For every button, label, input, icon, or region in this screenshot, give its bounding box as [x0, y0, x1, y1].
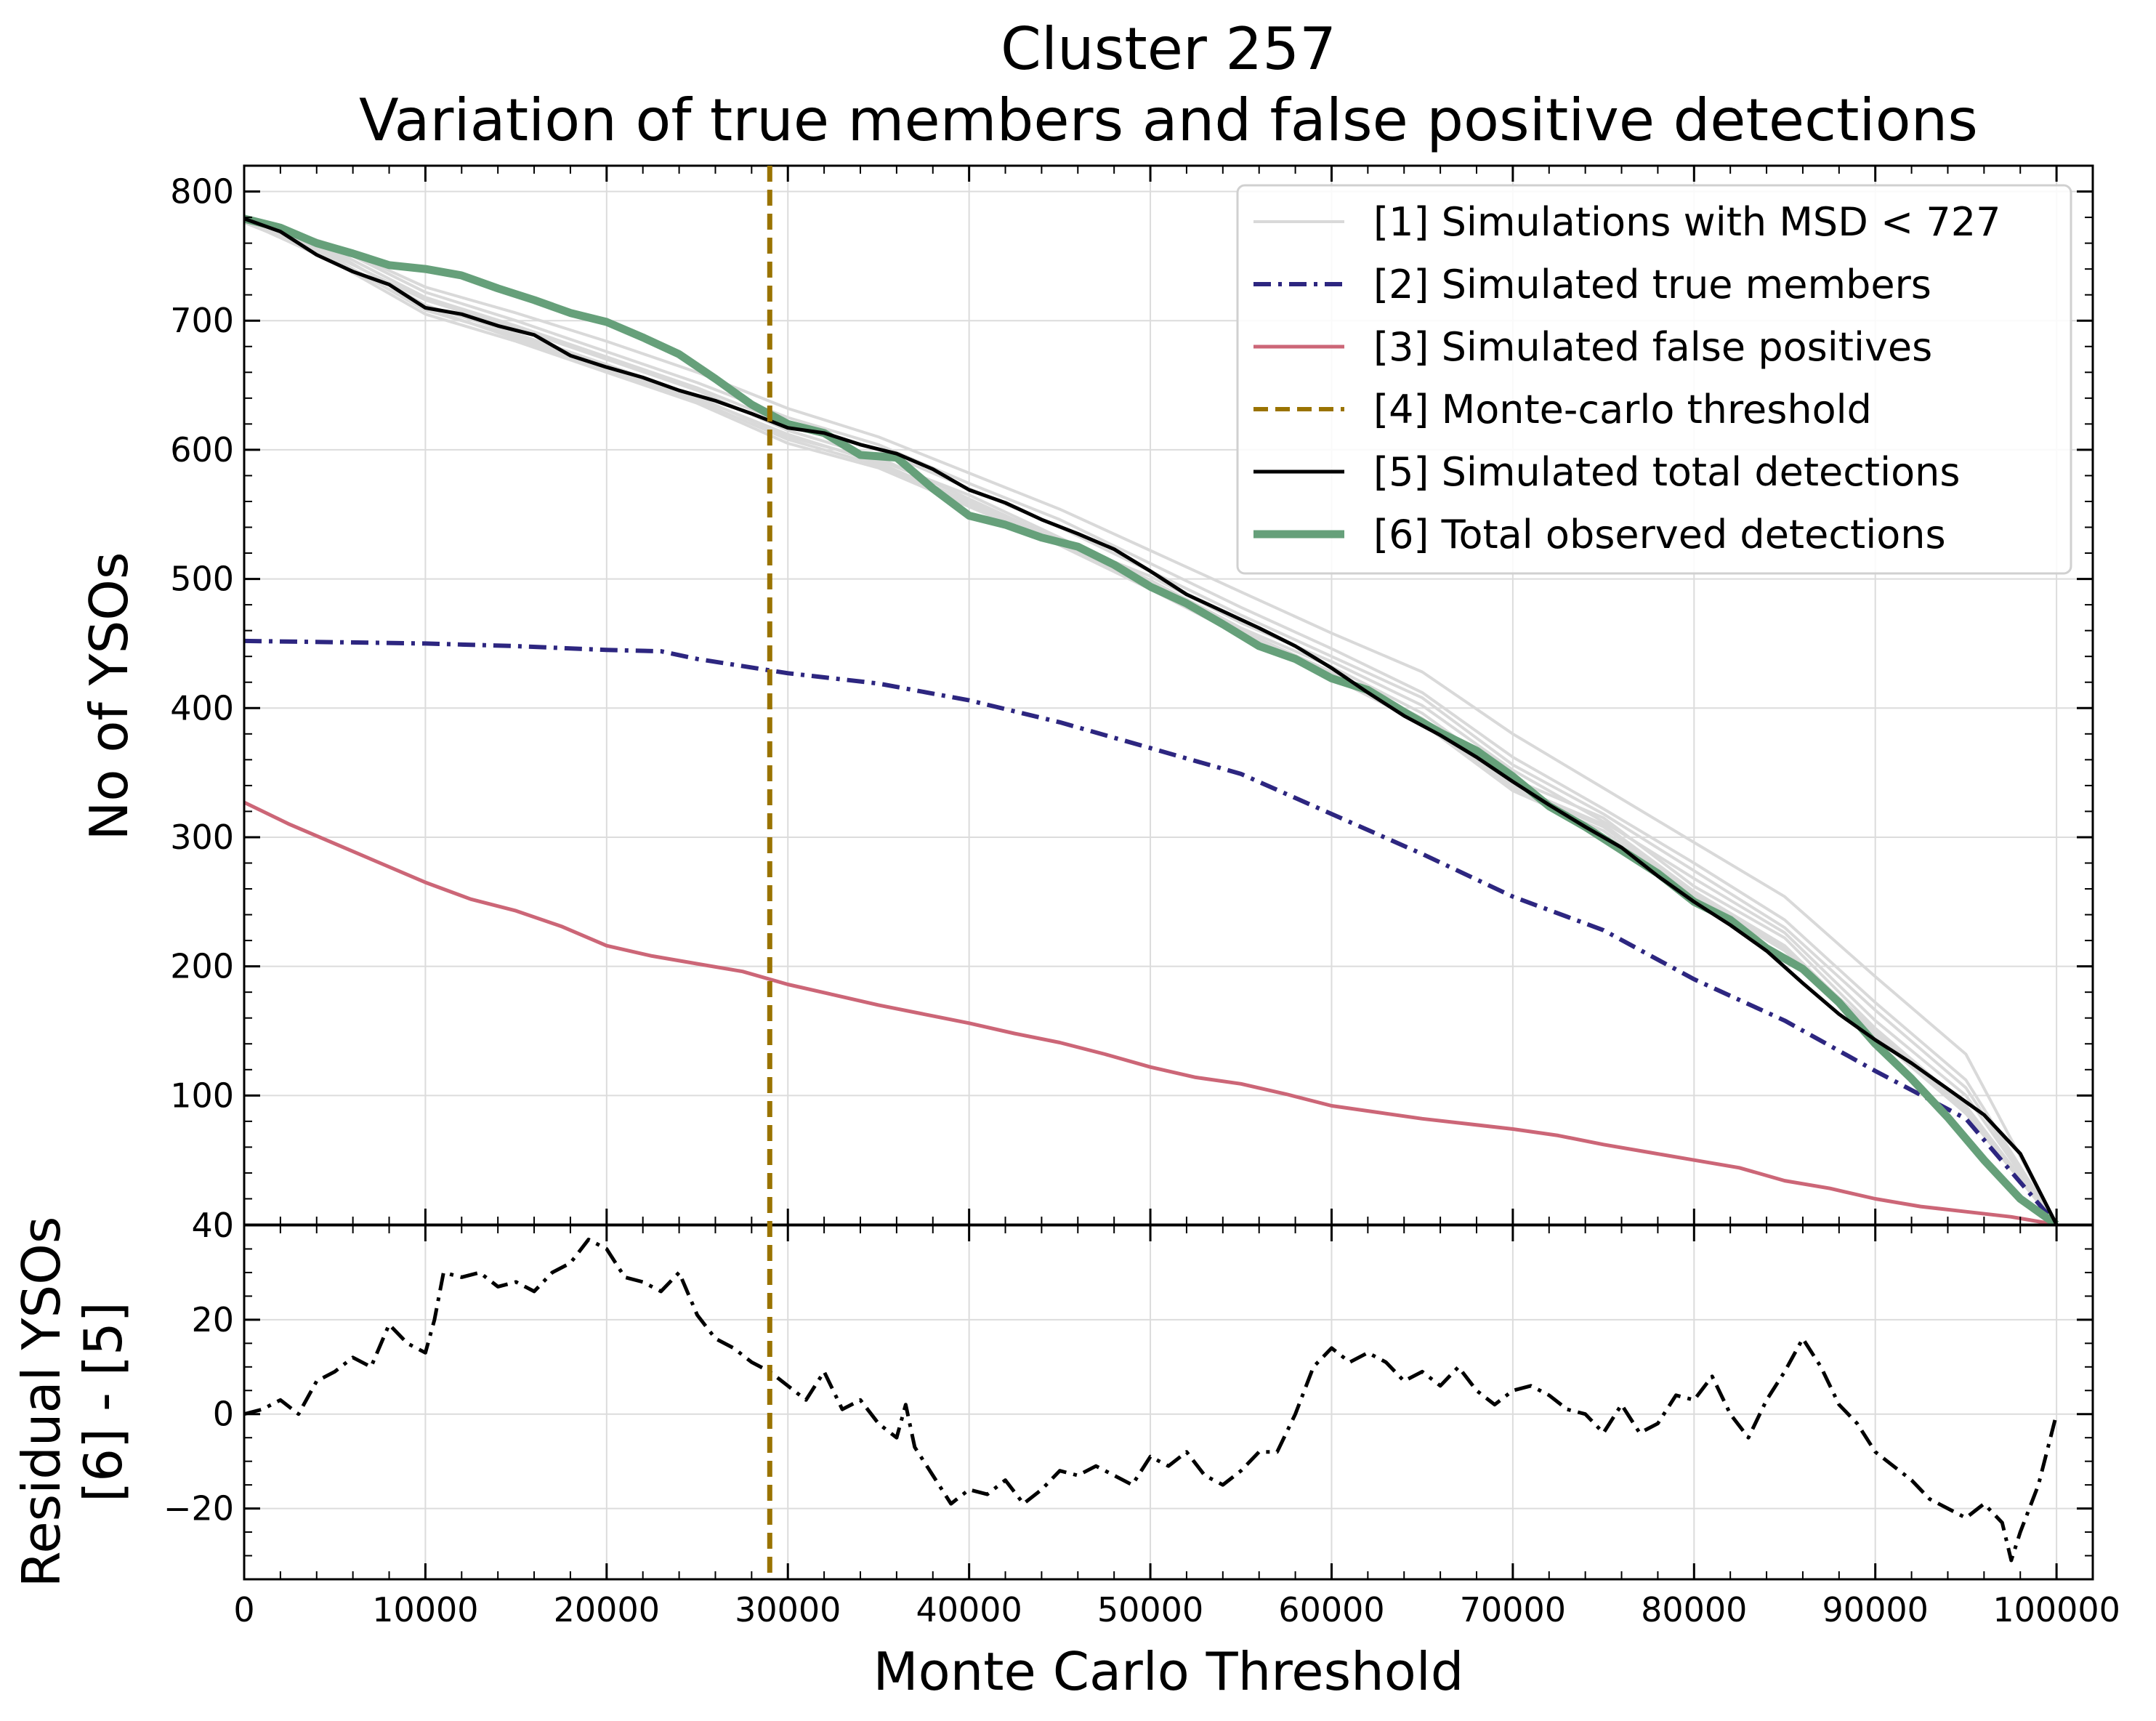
legend-label-1: [1] Simulations with MSD < 727 — [1373, 199, 2000, 245]
simulation-line-5 — [244, 218, 2058, 1225]
true-members-line — [244, 638, 2059, 1225]
y-tick-label: 400 — [170, 688, 234, 728]
legend-frame — [1236, 184, 2072, 575]
false-positives-line — [244, 800, 2057, 1225]
simulation-line-4 — [244, 216, 2058, 1225]
main-plot: 100 200 300 400 500 600 700 800 No of YSOs — [78, 164, 2094, 1226]
legend-label-5: [5] Simulated total detections — [1373, 449, 1961, 495]
residual-y-tick-labels: −20 0 20 40 — [163, 1206, 234, 1528]
y-tick-label: 700 — [170, 301, 234, 340]
legend-label-4: [4] Monte-carlo threshold — [1373, 387, 1872, 432]
main-y-tick-labels: 100 200 300 400 500 600 700 800 — [170, 172, 234, 1116]
y-tick-label: 500 — [170, 560, 234, 599]
x-tick-label: 30000 — [735, 1590, 841, 1629]
y-tick-label: 40 — [191, 1206, 234, 1245]
x-tick-labels: 0 10000 20000 30000 40000 50000 60000 70000 8000… — [233, 1590, 2120, 1629]
y-tick-label: 800 — [170, 172, 234, 211]
residual-y-axis-label-line2: [6] - [5] — [73, 1302, 134, 1502]
x-tick-label: 50000 — [1097, 1590, 1203, 1629]
legend: [1] Simulations with MSD < 727 [2] Simula… — [1236, 184, 2072, 575]
legend-items: [1] Simulations with MSD < 727 [2] Simula… — [1253, 199, 2000, 557]
x-tick-label: 80000 — [1641, 1590, 1747, 1629]
total-observed-line — [244, 214, 2059, 1225]
legend-label-2: [2] Simulated true members — [1373, 262, 1931, 307]
x-tick-label: 10000 — [372, 1590, 478, 1629]
chart-title-line1: Cluster 257 — [1001, 15, 1336, 83]
x-tick-label: 100000 — [1993, 1590, 2120, 1629]
residual-plot: −20 0 20 40 0 10000 20000 30000 40000 50000 60000… — [11, 1206, 2120, 1702]
chart-title-line2: Variation of true members and false posi… — [359, 86, 1978, 154]
residual-line — [244, 1238, 2059, 1563]
main-series-group — [244, 214, 2059, 1225]
y-tick-label: 0 — [213, 1395, 234, 1434]
y-tick-label: 100 — [170, 1076, 234, 1115]
residual-y-axis-label-line1: Residual YSOs — [11, 1217, 72, 1588]
legend-label-3: [3] Simulated false positives — [1373, 324, 1932, 370]
y-tick-label: 200 — [170, 947, 234, 986]
legend-label-6: [6] Total observed detections — [1373, 512, 1946, 557]
y-tick-label: 600 — [170, 430, 234, 469]
y-tick-label: 300 — [170, 818, 234, 857]
y-tick-label: 20 — [191, 1300, 234, 1339]
residual-axes-frame — [243, 1224, 2094, 1581]
x-tick-label: 70000 — [1460, 1590, 1566, 1629]
residual-series-group — [244, 1238, 2059, 1563]
main-ticks — [243, 166, 2094, 1225]
residual-gridlines — [243, 1225, 2093, 1579]
total-simulated-line — [244, 217, 2059, 1225]
simulation-line-1 — [244, 218, 2058, 1225]
x-tick-label: 20000 — [554, 1590, 660, 1629]
residual-ticks — [243, 1224, 2094, 1579]
x-tick-label: 40000 — [916, 1590, 1022, 1629]
y-tick-label: −20 — [163, 1489, 234, 1528]
x-tick-label: 60000 — [1278, 1590, 1384, 1629]
x-tick-label: 0 — [233, 1590, 254, 1629]
simulation-line-2 — [244, 217, 2058, 1225]
x-tick-label: 90000 — [1822, 1590, 1929, 1629]
main-y-axis-label: No of YSOs — [78, 552, 140, 841]
x-axis-label: Monte Carlo Threshold — [873, 1641, 1464, 1702]
